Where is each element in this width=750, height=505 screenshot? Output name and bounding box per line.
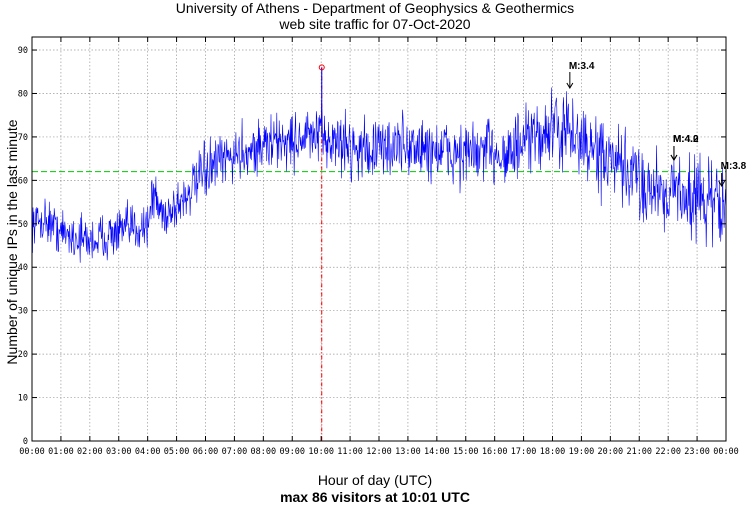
x-axis-label: Hour of day (UTC) (317, 472, 433, 488)
y-tick-label: 70 (18, 133, 28, 143)
x-tick-label: 23:00 (684, 447, 710, 457)
grid-lines (32, 37, 726, 441)
x-tick-label: 15:00 (453, 447, 479, 457)
x-tick-label: 10:00 (308, 447, 334, 457)
quake-arrow-head (670, 154, 678, 161)
quake-label: M:4.0 (673, 134, 699, 145)
quake-arrow-head (566, 82, 574, 89)
y-tick-label: 60 (18, 176, 28, 186)
y-tick-label: 10 (18, 394, 28, 404)
quake-annotation: M:3.8 (718, 161, 747, 187)
x-tick-label: 08:00 (251, 447, 277, 457)
x-tick-label: 13:00 (395, 447, 421, 457)
y-tick-label: 40 (18, 263, 28, 273)
x-tick-label: 11:00 (337, 447, 363, 457)
y-tick-label: 80 (18, 89, 28, 99)
x-tick-label: 22:00 (655, 447, 681, 457)
chart-subtitle: web site traffic for 07-Oct-2020 (279, 16, 471, 32)
x-tick-label: 14:00 (424, 447, 450, 457)
quake-annotation: M:3.4 (566, 61, 595, 89)
y-tick-label: 50 (18, 220, 28, 230)
y-tick-label: 30 (18, 307, 28, 317)
x-tick-label: 00:00 (19, 447, 45, 457)
x-tick-label: 17:00 (511, 447, 537, 457)
y-tick-label: 0 (23, 437, 28, 447)
x-tick-label: 12:00 (366, 447, 392, 457)
max-visitors-footer: max 86 visitors at 10:01 UTC (280, 489, 470, 505)
x-tick-label: 18:00 (540, 447, 566, 457)
y-tick-label: 20 (18, 350, 28, 360)
x-tick-label: 09:00 (279, 447, 305, 457)
max-marker (318, 64, 325, 71)
quake-annotation: M:4.0 (670, 134, 699, 161)
x-tick-label: 00:00 (713, 447, 739, 457)
chart-title: University of Athens - Department of Geo… (175, 0, 575, 16)
x-tick-label: 21:00 (626, 447, 652, 457)
traffic-series-line (31, 87, 727, 263)
x-tick-label: 20:00 (598, 447, 624, 457)
x-tick-label: 05:00 (164, 447, 190, 457)
x-tick-label: 16:00 (482, 447, 508, 457)
x-tick-label: 01:00 (48, 447, 74, 457)
x-tick-label: 04:00 (135, 447, 161, 457)
y-tick-label: 90 (18, 46, 28, 56)
quake-arrow-head (718, 180, 726, 187)
quake-label: M:3.8 (721, 161, 747, 172)
x-tick-label: 02:00 (77, 447, 103, 457)
x-tick-label: 07:00 (222, 447, 248, 457)
quake-label: M:4.2 (673, 134, 699, 145)
x-tick-label: 06:00 (193, 447, 219, 457)
quake-label: M:3.4 (569, 61, 595, 72)
x-tick-label: 19:00 (569, 447, 595, 457)
x-tick-label: 03:00 (106, 447, 132, 457)
